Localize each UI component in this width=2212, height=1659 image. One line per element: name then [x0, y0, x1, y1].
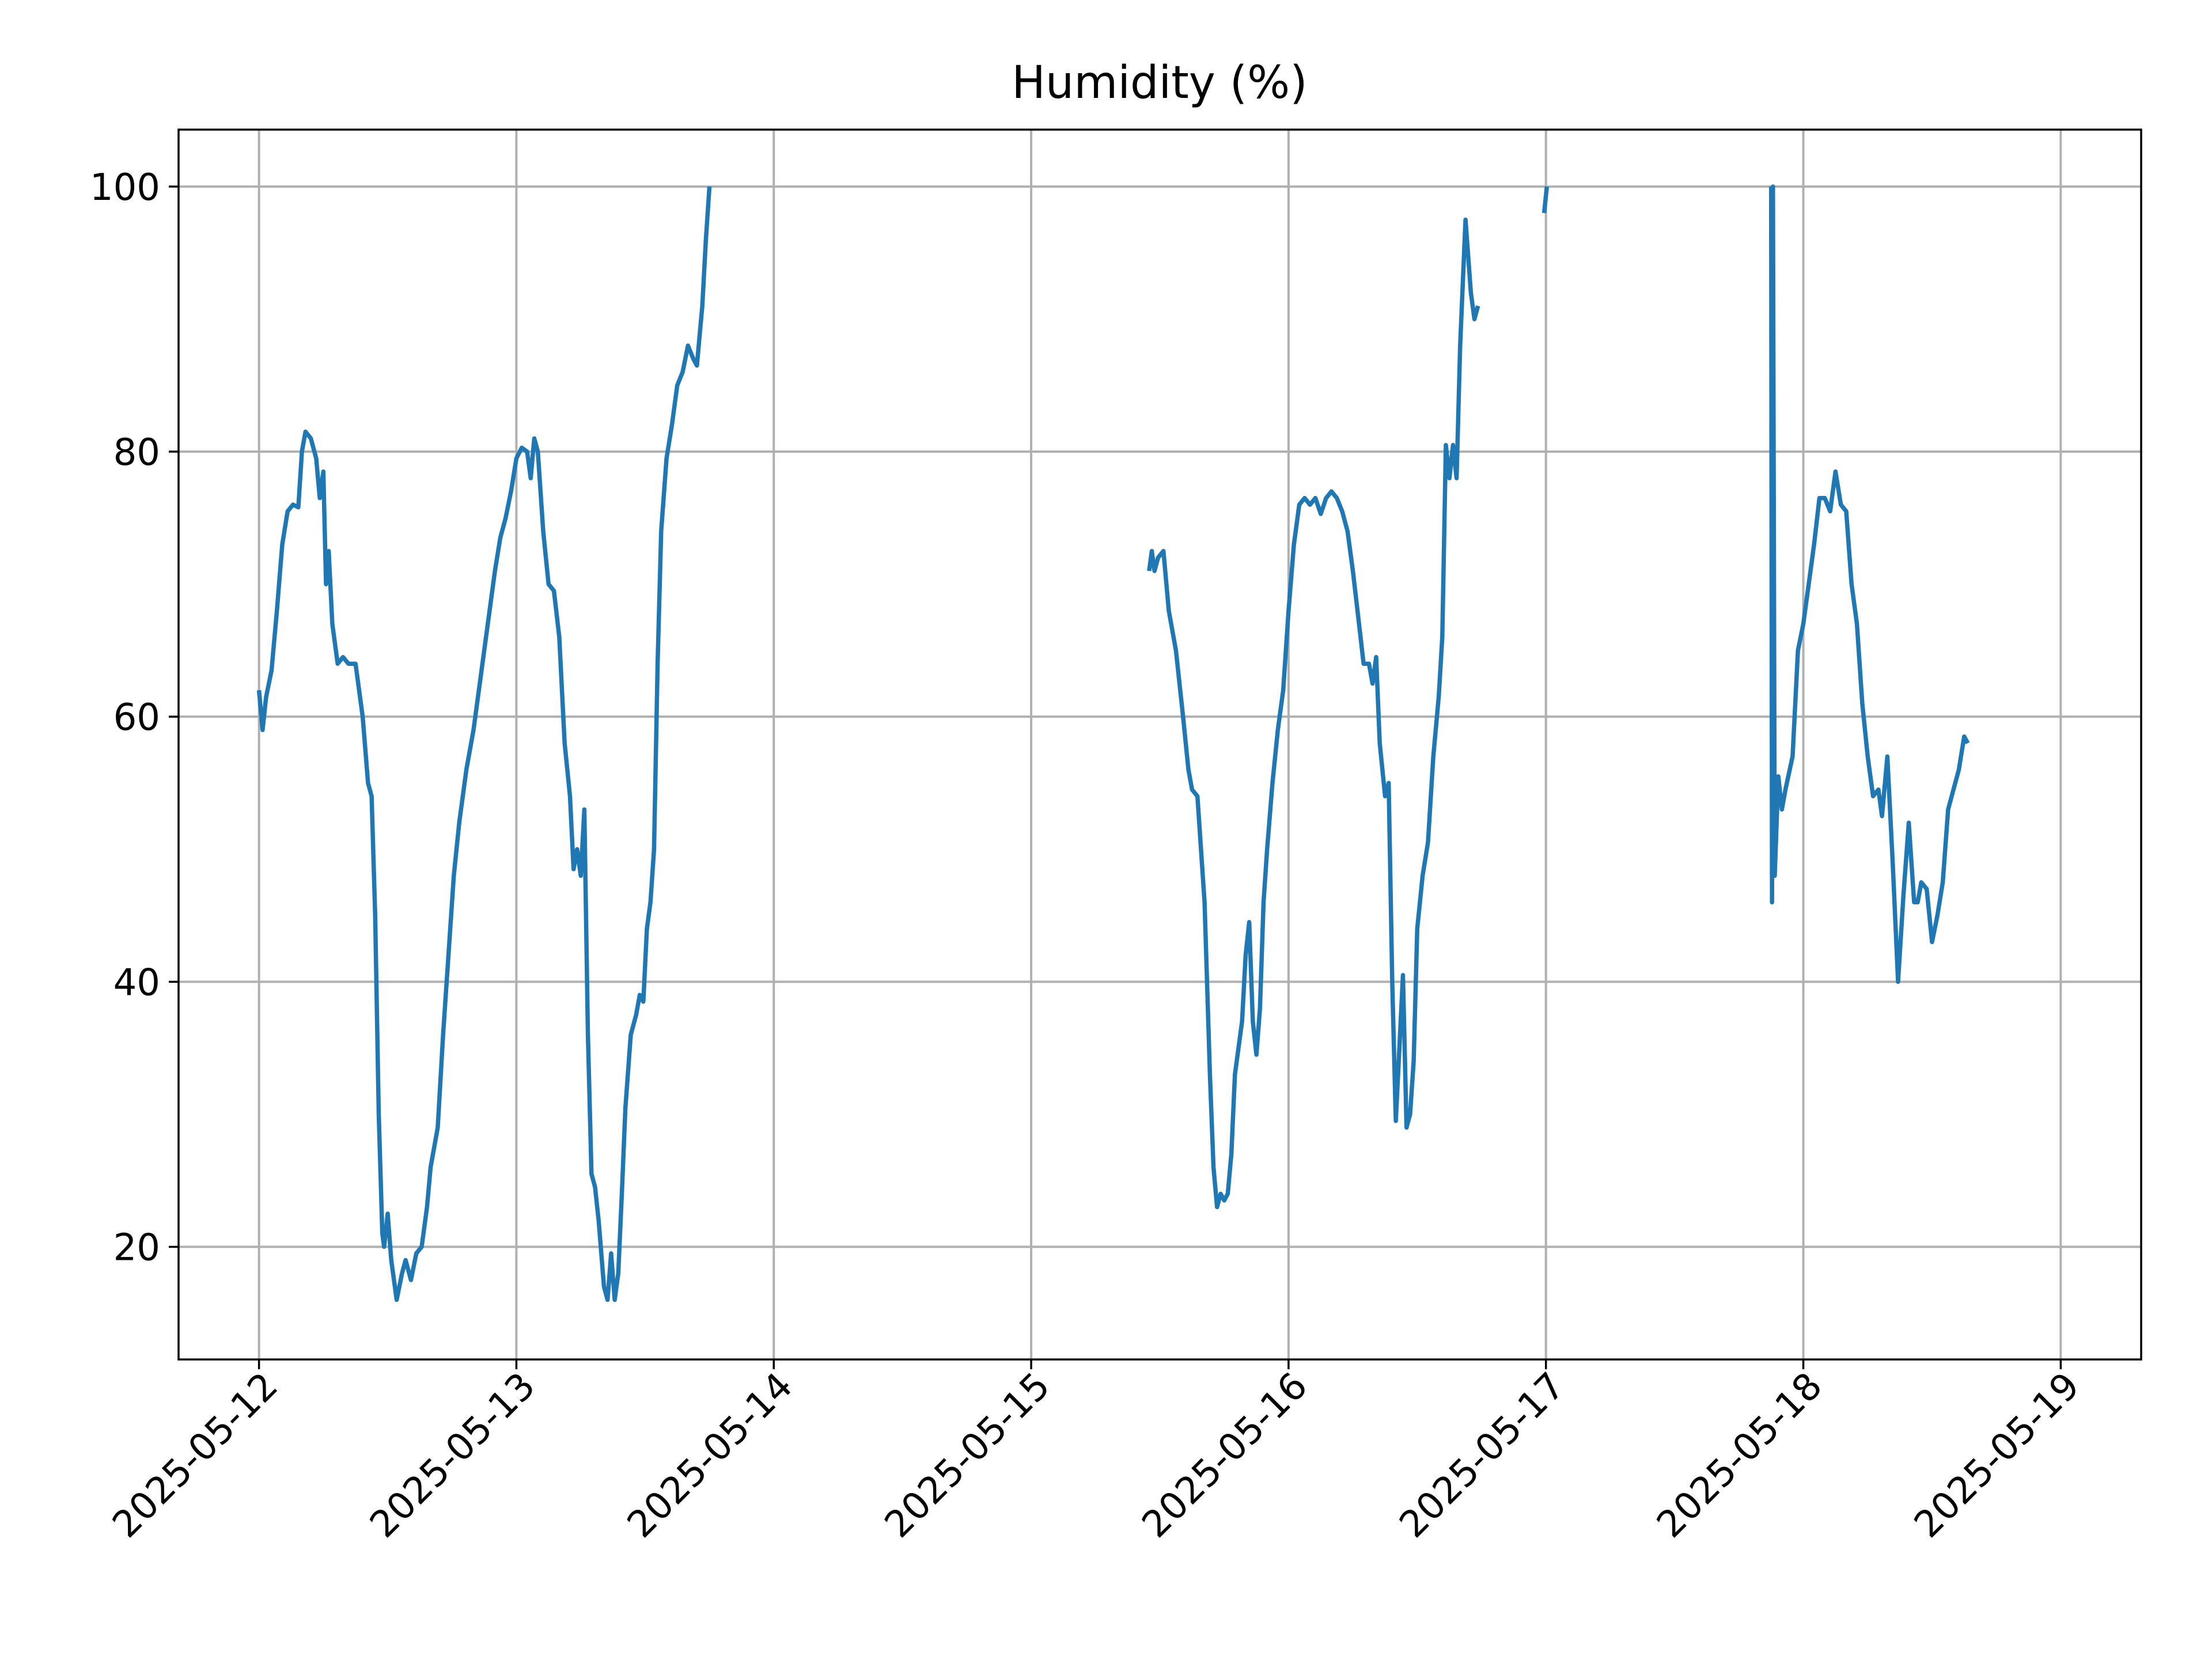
series-layer: [256, 184, 1970, 1302]
y-tick-label: 100: [90, 166, 160, 209]
y-tick-label: 40: [113, 961, 160, 1004]
y-tick-label: 60: [113, 696, 160, 739]
axes-frame: [177, 128, 2142, 1361]
y-tick-label: 80: [113, 431, 160, 474]
chart-title: Humidity (%): [1012, 57, 1307, 109]
y-tick-label: 20: [113, 1226, 160, 1269]
grid: [179, 130, 2141, 1359]
humidity-series-line: [256, 184, 1970, 1302]
